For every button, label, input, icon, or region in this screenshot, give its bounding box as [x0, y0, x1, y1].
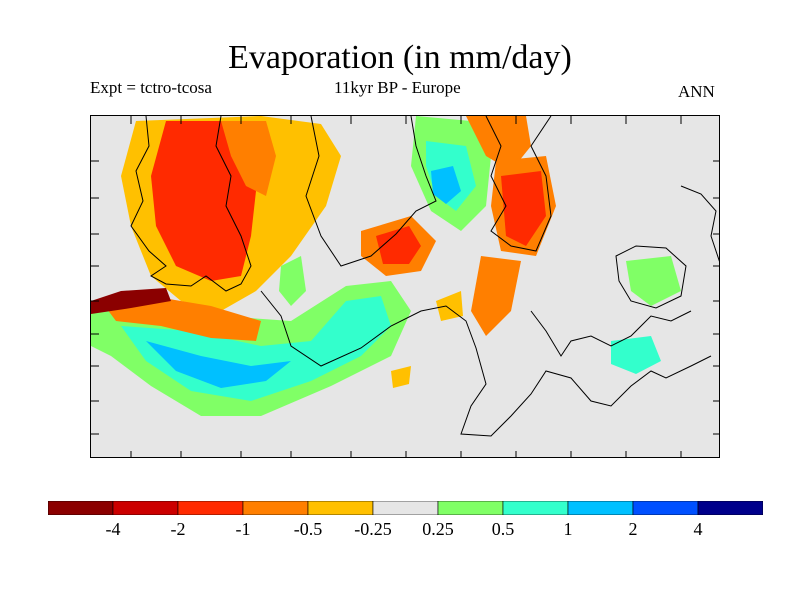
colorbar	[48, 501, 763, 515]
colorbar-label: 2	[628, 519, 638, 539]
field-finland-orange	[466, 116, 531, 171]
colorbar-swatch	[307, 501, 374, 515]
field-caspian-green	[626, 256, 681, 306]
colorbar-swatch	[372, 501, 439, 515]
colorbar-label: -0.25	[354, 519, 392, 539]
colorbar-label: 1	[563, 519, 573, 539]
period-region-label: 11kyr BP - Europe	[334, 78, 461, 97]
colorbar-label: 4	[693, 519, 703, 539]
coastline-caspian	[680, 185, 719, 262]
coastline-scandinavia	[305, 116, 437, 267]
experiment-label: Expt = tctro-tcosa	[90, 78, 212, 97]
field-central-red-core	[376, 226, 421, 264]
field-coast-darkred	[91, 288, 171, 314]
map-title: Evaporation (in mm/day)	[228, 39, 572, 76]
field-north-orange	[221, 121, 276, 196]
frame-ticks	[91, 116, 719, 457]
colorbar-swatch	[437, 501, 504, 515]
field-atlantic-red	[151, 121, 256, 281]
season-label: ANN	[678, 82, 715, 101]
coastlines	[130, 116, 719, 437]
field-south-blue	[146, 341, 291, 388]
field-coast-orange	[101, 296, 261, 341]
colorbar-label: -4	[105, 519, 121, 539]
field-patch-orange-1	[391, 366, 411, 388]
field-eastmed-cyan	[611, 336, 661, 374]
colorbar-labels: -4 -2 -1 -0.5 -0.25 0.25 0.5 1 2 4	[0, 518, 800, 542]
field-patch-orange-2	[436, 291, 463, 321]
field-patch-green-1	[279, 256, 306, 306]
colorbar-label: 0.25	[422, 519, 454, 539]
evaporation-map	[90, 115, 720, 458]
colorbar-label: -0.5	[293, 519, 323, 539]
colorbar-label: -1	[235, 519, 251, 539]
colorbar-swatch	[177, 501, 244, 515]
colorbar-swatch	[112, 501, 179, 515]
field-russia-red	[501, 171, 546, 246]
coastline-black-sea	[615, 245, 687, 309]
colorbar-swatch	[502, 501, 569, 515]
colorbar-label: 0.5	[491, 519, 515, 539]
map-canvas	[91, 116, 719, 457]
coastline-british-isles	[130, 116, 252, 292]
field-baltic-blue	[431, 166, 461, 204]
field-east-orange	[471, 256, 521, 336]
coastline-iberia-france	[260, 290, 712, 437]
colorbar-swatch	[567, 501, 634, 515]
coastline-italy-balkans	[530, 310, 692, 357]
colorbar-swatch	[632, 501, 699, 515]
coastline-baltic	[485, 116, 552, 252]
colorbar-swatch	[242, 501, 309, 515]
colorbar-swatch	[697, 501, 763, 515]
colorbar-label: -2	[170, 519, 186, 539]
colorbar-swatch	[48, 501, 114, 515]
